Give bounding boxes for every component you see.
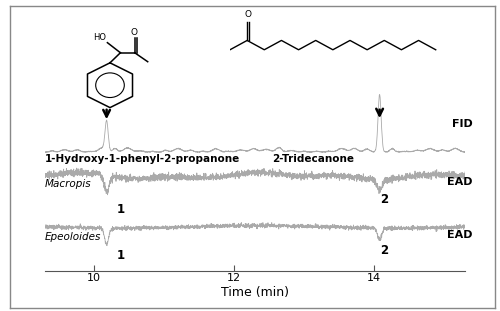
- Text: 1-Hydroxy-1-phenyl-2-propanone: 1-Hydroxy-1-phenyl-2-propanone: [45, 154, 240, 164]
- Text: FID: FID: [452, 119, 472, 129]
- Text: 2-Tridecanone: 2-Tridecanone: [272, 154, 354, 164]
- Text: 1: 1: [117, 203, 125, 216]
- Text: 2: 2: [380, 244, 388, 257]
- Text: O: O: [130, 28, 138, 37]
- Text: EAD: EAD: [447, 177, 472, 187]
- Text: Macropis: Macropis: [45, 179, 92, 189]
- Text: 1: 1: [117, 249, 125, 262]
- Text: HO: HO: [93, 33, 106, 42]
- Text: EAD: EAD: [447, 230, 472, 240]
- Text: O: O: [244, 10, 252, 19]
- Text: 2: 2: [380, 193, 388, 206]
- Text: Epeoloides: Epeoloides: [45, 232, 102, 242]
- X-axis label: Time (min): Time (min): [221, 286, 289, 299]
